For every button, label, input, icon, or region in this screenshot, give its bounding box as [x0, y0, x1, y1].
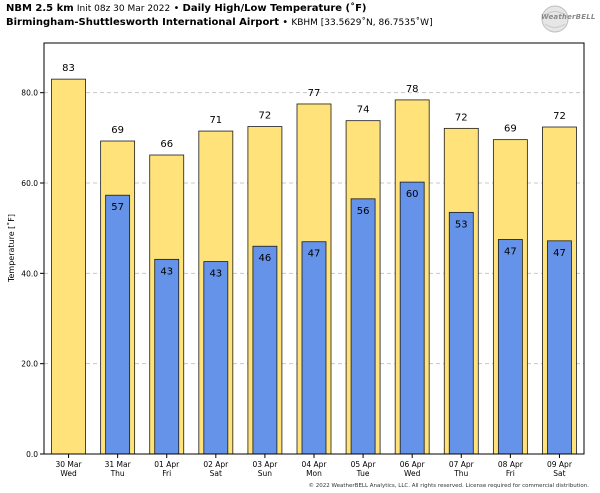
- high-value-label: 77: [308, 88, 321, 99]
- x-tick-weekday-label: Tue: [356, 469, 370, 478]
- bars-layer: 83 69 57 66 43 71 43 72 46 77 47 74 56 78 60 72 53 69 47 72…: [51, 63, 577, 455]
- header-line-1: NBM 2.5 km Init 08z 30 Mar 2022 • Daily …: [6, 2, 433, 16]
- bullet-separator: •: [282, 17, 289, 28]
- low-value-label: 56: [357, 206, 370, 217]
- high-value-label: 66: [160, 139, 173, 150]
- x-tick-weekday-label: Thu: [110, 469, 125, 478]
- x-tick-date-label: 02 Apr: [203, 460, 229, 469]
- low-value-label: 46: [259, 253, 272, 264]
- low-bar: [154, 258, 180, 455]
- logo-text: WeatherBELL: [541, 13, 596, 21]
- x-tick-date-label: 07 Apr: [449, 460, 475, 469]
- x-tick-weekday-label: Fri: [162, 469, 171, 478]
- low-bar: [105, 194, 131, 455]
- x-tick-weekday-label: Thu: [453, 469, 468, 478]
- low-value-label: 53: [455, 219, 468, 230]
- low-bar: [399, 181, 425, 455]
- high-value-label: 71: [209, 115, 222, 126]
- x-tick-weekday-label: Wed: [60, 469, 77, 478]
- product-title: Daily High/Low Temperature (˚F): [182, 3, 367, 14]
- high-value-label: 72: [259, 111, 272, 122]
- high-value-label: 72: [553, 111, 566, 122]
- y-tick-label: 20.0: [21, 360, 38, 369]
- low-value-label: 43: [160, 266, 173, 277]
- header-line-2: Birmingham-Shuttlesworth International A…: [6, 16, 433, 30]
- x-tick-date-label: 08 Apr: [498, 460, 524, 469]
- weatherbell-logo-icon: [541, 5, 569, 33]
- x-tick-weekday-label: Mon: [306, 469, 322, 478]
- high-value-label: 74: [357, 105, 370, 116]
- x-tick-weekday-label: Sat: [553, 469, 565, 478]
- x-tick-date-label: 30 Mar: [56, 460, 83, 469]
- x-tick-date-label: 04 Apr: [302, 460, 328, 469]
- station-name: Birmingham-Shuttlesworth International A…: [6, 17, 280, 28]
- y-tick-label: 80.0: [21, 89, 38, 98]
- high-value-label: 69: [504, 124, 517, 135]
- y-tick-label: 60.0: [21, 179, 38, 188]
- x-tick-date-label: 05 Apr: [351, 460, 377, 469]
- high-value-label: 72: [455, 112, 468, 123]
- high-value-label: 69: [111, 125, 124, 136]
- x-tick-weekday-label: Fri: [506, 469, 515, 478]
- copyright-footer: © 2022 WeatherBELL Analytics, LLC. All r…: [308, 483, 589, 489]
- high-value-label: 83: [62, 63, 75, 74]
- low-bar: [547, 240, 572, 455]
- low-value-label: 57: [111, 202, 124, 213]
- low-bar: [350, 198, 376, 455]
- low-value-label: 47: [308, 249, 321, 260]
- y-tick-label: 40.0: [21, 269, 38, 278]
- low-bar: [203, 261, 229, 455]
- chart-header: NBM 2.5 km Init 08z 30 Mar 2022 • Daily …: [6, 2, 433, 30]
- model-name: NBM 2.5 km: [6, 3, 74, 14]
- low-value-label: 47: [553, 248, 566, 259]
- low-bar: [448, 211, 474, 455]
- high-value-label: 78: [406, 84, 419, 95]
- low-value-label: 43: [209, 269, 222, 280]
- bullet-separator: •: [173, 3, 180, 14]
- x-tick-weekday-label: Wed: [404, 469, 421, 478]
- station-info: KBHM [33.5629˚N, 86.7535˚W]: [291, 18, 433, 28]
- y-axis-label: Temperature [˚F]: [6, 214, 16, 283]
- x-tick-weekday-label: Sat: [210, 469, 222, 478]
- y-tick-label: 0.0: [26, 450, 38, 459]
- init-time: Init 08z 30 Mar 2022: [76, 4, 171, 14]
- low-value-label: 47: [504, 246, 517, 257]
- x-tick-date-label: 31 Mar: [105, 460, 132, 469]
- low-bar: [252, 245, 278, 455]
- x-tick-date-label: 09 Apr: [547, 460, 573, 469]
- x-tick-date-label: 01 Apr: [154, 460, 180, 469]
- x-tick-date-label: 06 Apr: [400, 460, 426, 469]
- low-bar: [497, 239, 523, 455]
- high-bar: [51, 78, 86, 455]
- low-value-label: 60: [406, 189, 419, 200]
- x-tick-weekday-label: Sun: [258, 469, 273, 478]
- low-bar: [301, 241, 327, 455]
- x-tick-date-label: 03 Apr: [252, 460, 278, 469]
